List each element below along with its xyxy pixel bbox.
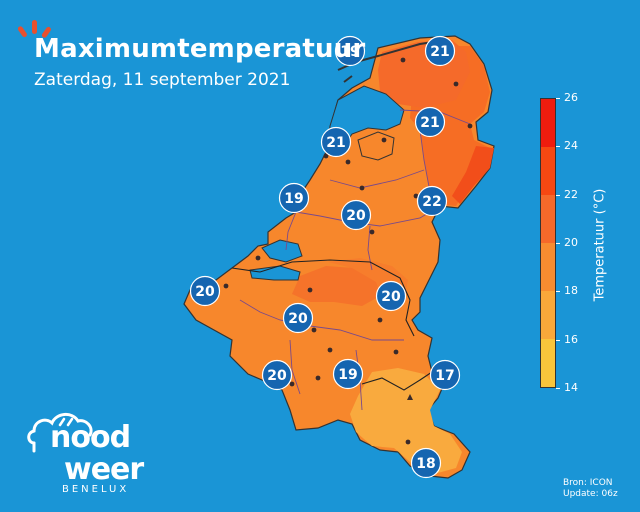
station-badge-circle (429, 359, 461, 391)
station-badge-circle (278, 182, 310, 214)
station-badge-circle (261, 359, 293, 391)
station-badge: 19 (334, 35, 366, 67)
colorbar-tick-label: 20 (564, 236, 578, 249)
station-badge: 21 (424, 35, 456, 67)
station-badge: 19 (332, 358, 364, 390)
station-temperature: 18 (416, 456, 435, 472)
noodweer-logo-icon (27, 413, 93, 453)
colorbar-tick-mark (556, 194, 560, 196)
station-badge: 18 (410, 447, 442, 479)
colorbar-tick-label: 22 (564, 187, 578, 201)
station-badge-circle (320, 126, 352, 158)
station-badge-circle (340, 199, 372, 231)
colorbar-tick-mark (556, 388, 560, 389)
station-temperature: 20 (195, 284, 215, 300)
brand-sparks-icon (18, 20, 51, 38)
station-badge: 22 (416, 185, 448, 217)
warm-zone-central-be (292, 266, 380, 306)
colorbar-band (541, 195, 555, 243)
colorbar-tick-mark (556, 146, 560, 148)
colorbar-title: Temperatuur (°C) (592, 188, 608, 302)
station-temperature: 22 (422, 194, 441, 210)
station-badge: 20 (282, 302, 314, 334)
station-badge-circle (332, 358, 364, 390)
logo-word-weer: weer (64, 452, 144, 487)
zeeland-estuary (261, 239, 303, 263)
heat-zone-23 (452, 146, 494, 204)
credits-source: Bron: ICON (563, 478, 613, 488)
colorbar-band (541, 147, 555, 195)
credits: Bron: ICON Update: 06z (563, 478, 618, 500)
colorbar-band (541, 291, 555, 339)
station-temperature: 19 (338, 367, 357, 383)
colorbar-tick-label: 16 (564, 332, 578, 346)
station-temperature: 19 (284, 191, 303, 207)
station-badge-circle (424, 35, 456, 67)
station-badge-circle (414, 106, 446, 138)
colorbar-tick-mark (556, 291, 560, 293)
station-temperature: 21 (420, 115, 439, 131)
colorbar-tick-mark (556, 98, 560, 99)
station-badge: 19 (278, 182, 310, 214)
peak-marker (407, 394, 413, 400)
logo-word-benelux: BENELUX (62, 484, 130, 495)
station-temperature: 20 (267, 368, 287, 384)
station-badge-circle (282, 302, 314, 334)
station-temperature: 20 (346, 208, 366, 224)
station-badge-circle (334, 35, 366, 67)
station-badge-circle (416, 185, 448, 217)
colorbar-band (541, 99, 555, 147)
station-temperature: 20 (381, 289, 401, 305)
temperature-colorbar (540, 98, 556, 388)
station-temperature: 21 (430, 44, 449, 60)
colorbar-tick-label: 24 (564, 139, 578, 153)
station-badges: 19 21 21 21 19 20 22 20 20 20 20 19 17 18 (189, 35, 461, 479)
station-badge: 20 (340, 199, 372, 231)
colorbar-tick-label: 18 (564, 284, 578, 298)
page-subtitle: Zaterdag, 11 september 2021 (34, 70, 291, 90)
logo-word-nood: nood (50, 420, 131, 455)
colorbar-tick-label: 14 (564, 381, 578, 394)
page-title: Maximumtemperatuur (34, 34, 366, 64)
colorbar-band (541, 243, 555, 291)
station-temperature: 20 (288, 311, 308, 327)
station-badge-circle (189, 275, 221, 307)
station-badge: 17 (429, 359, 461, 391)
station-temperature: 21 (326, 135, 345, 151)
station-badge: 21 (320, 126, 352, 158)
station-temperature: 19 (340, 44, 359, 60)
credits-update: Update: 06z (563, 489, 618, 499)
station-badge: 20 (375, 280, 407, 312)
station-badge: 21 (414, 106, 446, 138)
colorbar-band (541, 339, 555, 387)
heat-zone-north (378, 40, 470, 108)
benelux-landmass (183, 35, 495, 479)
station-badge-circle (410, 447, 442, 479)
colorbar-tick-label: 26 (564, 91, 578, 104)
cool-zone-ardennes (350, 368, 462, 474)
colorbar-tick-mark (556, 339, 560, 341)
station-badge-circle (375, 280, 407, 312)
station-badge: 20 (261, 359, 293, 391)
station-badge: 20 (189, 275, 221, 307)
station-temperature: 17 (435, 368, 454, 384)
colorbar-tick-mark (556, 243, 560, 244)
national-border (231, 259, 433, 391)
